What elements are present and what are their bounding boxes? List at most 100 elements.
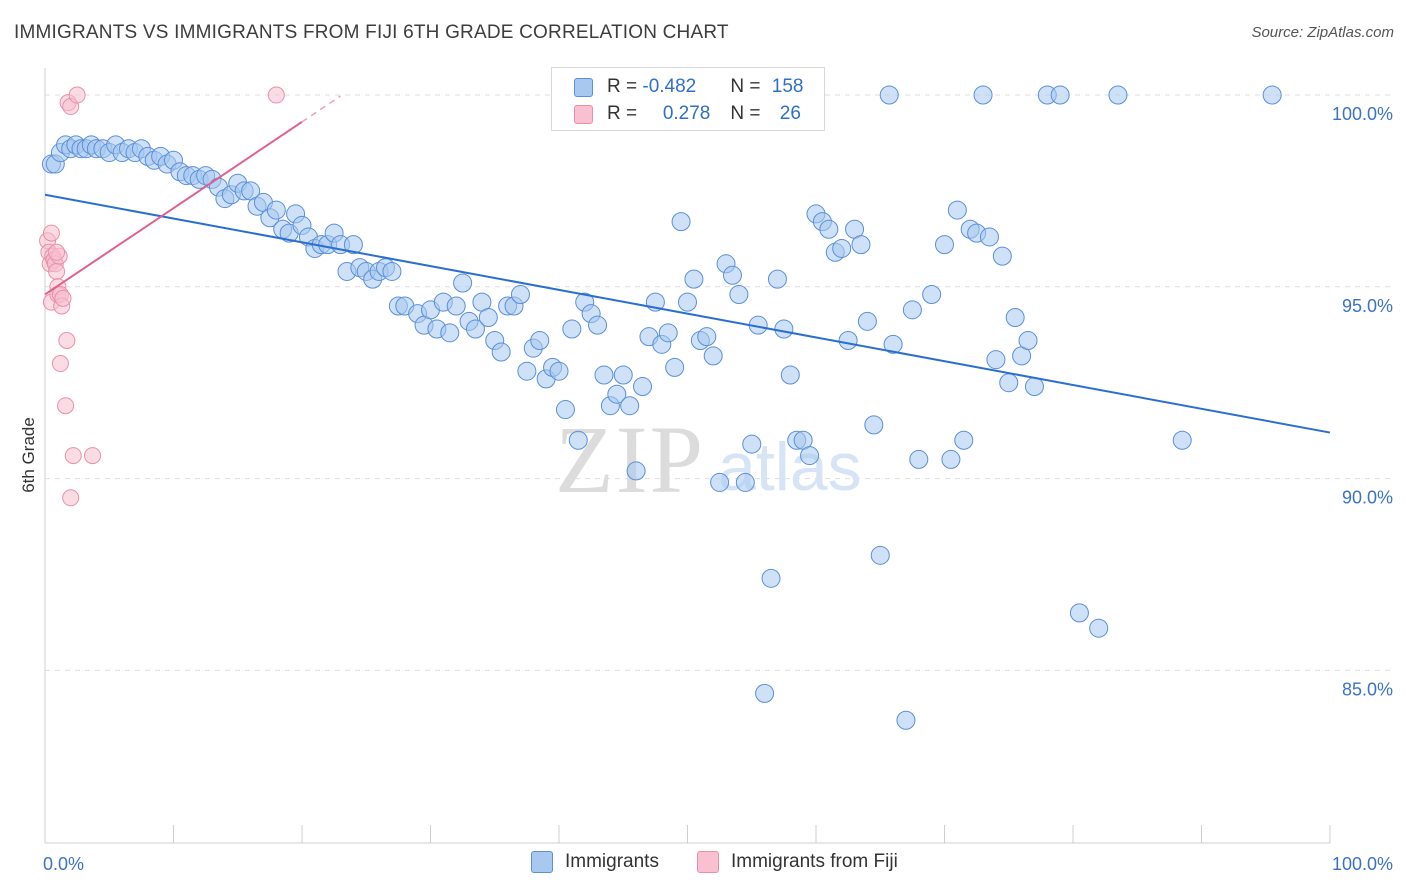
immigrants-point: [1018, 331, 1038, 351]
immigrants-point: [478, 307, 498, 327]
bottom-legend-label-fiji: Immigrants from Fiji: [731, 851, 898, 872]
immigrants-point: [555, 400, 575, 420]
immigrants-point: [819, 219, 839, 239]
immigrants-point: [633, 377, 653, 397]
immigrants-point: [465, 319, 485, 339]
immigrants-point: [774, 319, 794, 339]
immigrants-point: [1089, 618, 1109, 638]
immigrants-point: [979, 227, 999, 247]
fiji-point: [68, 86, 86, 104]
immigrants-trend-line: [44, 193, 1331, 434]
immigrants-point: [530, 331, 550, 351]
x-tick-label-max: 100.0%: [1332, 854, 1393, 874]
fiji-point: [48, 243, 66, 261]
immigrants-point: [382, 261, 402, 281]
y-axis-title: 6th Grade: [19, 417, 38, 493]
x-tick-label-min: 0.0%: [43, 854, 84, 874]
legend-n-value-fiji: 26: [779, 103, 801, 124]
fiji-point: [62, 489, 80, 507]
bottom-legend-label-immigrants: Immigrants: [565, 851, 659, 872]
legend-r-label: R =: [607, 103, 643, 124]
immigrants-point: [992, 246, 1012, 266]
immigrants-point: [986, 350, 1006, 370]
immigrants-point: [549, 361, 569, 381]
fiji-point: [48, 262, 66, 280]
axes: [44, 68, 1331, 844]
immigrants-point: [1172, 430, 1192, 450]
immigrants-point: [879, 85, 899, 105]
fiji-point: [42, 224, 60, 242]
legend-swatch-immigrants: [574, 77, 593, 97]
immigrants-point: [767, 269, 787, 289]
immigrants-point: [703, 346, 723, 366]
watermark-zip: ZIP: [555, 406, 705, 513]
fiji-point: [51, 355, 69, 373]
legend-r-value-fiji: 0.278: [662, 103, 711, 124]
immigrants-point: [896, 710, 916, 730]
y-tick-label: 90.0%: [1342, 488, 1393, 508]
y-tick-label: 100.0%: [1332, 104, 1393, 124]
bottom-legend-immigrants: Immigrants: [531, 851, 659, 873]
immigrants-point: [1050, 85, 1070, 105]
legend-n-label: N =: [730, 76, 766, 97]
immigrants-point: [947, 200, 967, 220]
trend-lines: [44, 95, 1331, 434]
immigrants-point: [922, 284, 942, 304]
immigrants-point: [999, 373, 1019, 393]
immigrants-point: [665, 357, 685, 377]
immigrants-point: [626, 461, 646, 481]
immigrants-point: [588, 315, 608, 335]
immigrants-point: [1069, 603, 1089, 623]
legend-n-value-immigrants: 158: [771, 76, 804, 97]
immigrants-point: [755, 683, 775, 703]
immigrants-point: [1108, 85, 1128, 105]
bottom-legend-swatch-immigrants: [531, 851, 553, 873]
fiji-point: [54, 289, 72, 307]
fiji-trend-line: [44, 121, 303, 296]
immigrants-point: [780, 365, 800, 385]
immigrants-point: [729, 284, 749, 304]
immigrants-point: [857, 311, 877, 331]
immigrants-point: [935, 235, 954, 255]
immigrants-point: [800, 446, 820, 466]
legend-swatch-fiji: [574, 104, 593, 124]
immigrants-point: [658, 323, 678, 343]
immigrants-point: [1005, 307, 1025, 327]
immigrants-point: [1024, 377, 1044, 397]
fiji-trend-extension: [301, 95, 341, 123]
immigrants-point: [343, 235, 363, 255]
y-tick-label: 85.0%: [1342, 679, 1393, 699]
immigrants-point: [973, 85, 993, 105]
immigrants-point: [517, 361, 537, 381]
immigrants-point: [684, 269, 704, 289]
immigrants-point: [735, 472, 755, 492]
immigrants-point: [838, 331, 858, 351]
immigrants-point: [954, 430, 974, 450]
legend-r-value-immigrants: -0.482: [642, 76, 697, 97]
watermark: ZIP atlas: [555, 406, 862, 513]
immigrants-point: [613, 365, 633, 385]
immigrants-point: [440, 323, 460, 343]
immigrants-point: [832, 238, 852, 258]
immigrants-point: [453, 273, 473, 293]
data-points: [39, 85, 1282, 730]
stats-legend: R = -0.482 N = 158 R = 0.278 N = 26: [551, 67, 825, 131]
immigrants-point: [697, 327, 717, 347]
fiji-point: [57, 397, 75, 415]
bottom-legend-swatch-fiji: [697, 851, 719, 873]
immigrants-point: [671, 212, 691, 232]
fiji-point: [64, 447, 82, 465]
fiji-point: [84, 447, 102, 465]
immigrants-point: [864, 415, 884, 435]
immigrants-point: [1262, 85, 1282, 105]
immigrants-point: [491, 342, 511, 362]
chart-source: Source: ZipAtlas.com: [1251, 24, 1394, 41]
immigrants-point: [742, 434, 762, 454]
fiji-point: [267, 86, 285, 104]
immigrants-point: [266, 200, 286, 220]
immigrants-point: [722, 265, 742, 285]
immigrants-point: [510, 284, 530, 304]
immigrants-point: [678, 292, 697, 312]
immigrants-point: [568, 430, 588, 450]
